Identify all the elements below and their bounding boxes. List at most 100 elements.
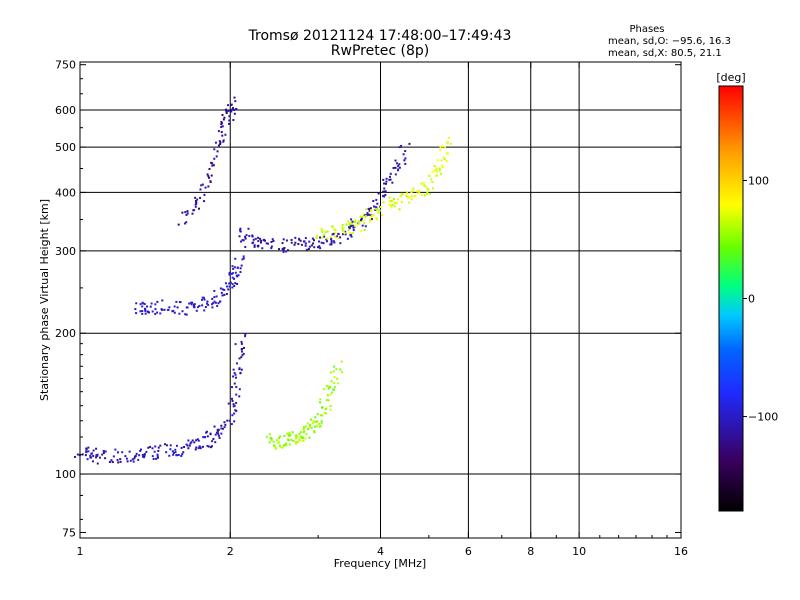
data-point (298, 238, 301, 241)
data-point (329, 371, 332, 374)
data-point (359, 219, 362, 222)
data-point (235, 362, 238, 365)
data-point (234, 376, 237, 379)
data-point (139, 448, 142, 451)
data-point (157, 456, 160, 459)
data-point (219, 300, 222, 303)
data-point (156, 311, 159, 314)
data-point (199, 446, 202, 449)
data-point (329, 243, 332, 246)
y-tick-label: 750 (55, 59, 76, 72)
y-tick-label: 200 (55, 327, 76, 340)
data-point (393, 205, 396, 208)
data-point (215, 155, 218, 158)
data-point (244, 245, 247, 248)
data-point (231, 108, 234, 111)
data-point (212, 438, 215, 441)
data-point (228, 115, 231, 118)
data-point (400, 144, 403, 147)
data-point (240, 264, 243, 267)
data-point (318, 240, 321, 243)
data-point (358, 220, 361, 223)
data-point (233, 96, 236, 99)
data-point (408, 142, 411, 145)
data-point (185, 306, 188, 309)
data-point (156, 455, 159, 458)
data-point (288, 435, 291, 438)
data-point (289, 434, 292, 437)
data-point (388, 178, 391, 181)
data-point (169, 448, 172, 451)
data-point (139, 303, 142, 306)
data-point (227, 288, 230, 291)
data-point (220, 424, 223, 427)
data-point (233, 372, 236, 375)
data-point (166, 444, 169, 447)
data-point (175, 300, 178, 303)
data-point (363, 222, 366, 225)
data-point (394, 173, 397, 176)
grid-lines (80, 62, 681, 538)
data-point (434, 174, 437, 177)
data-point (232, 119, 235, 122)
data-point (231, 276, 234, 279)
data-point (390, 206, 393, 209)
data-point (144, 310, 147, 313)
data-point (226, 419, 229, 422)
data-point (128, 450, 131, 453)
data-point (337, 233, 340, 236)
data-point (231, 399, 234, 402)
data-point (193, 209, 196, 212)
data-point (356, 223, 359, 226)
data-point (195, 201, 198, 204)
data-point (382, 201, 385, 204)
data-point (240, 356, 243, 359)
data-point (295, 437, 298, 440)
data-point (230, 103, 233, 106)
data-point (389, 172, 392, 175)
data-point (284, 443, 287, 446)
data-point (329, 393, 332, 396)
data-point (212, 164, 215, 167)
data-point (228, 282, 231, 285)
data-point (283, 444, 286, 447)
data-point (261, 247, 264, 250)
data-point (95, 454, 98, 457)
data-point (350, 218, 353, 221)
data-point (142, 302, 145, 305)
data-point (334, 231, 337, 234)
data-point (216, 150, 219, 153)
data-point (143, 453, 146, 456)
data-point (450, 142, 453, 145)
data-point (319, 425, 322, 428)
data-point (348, 223, 351, 226)
data-point (339, 236, 342, 239)
data-point (332, 388, 335, 391)
data-point (287, 439, 290, 442)
data-point (302, 426, 305, 429)
data-point (231, 386, 234, 389)
data-point (364, 225, 367, 228)
data-point (221, 125, 224, 128)
data-point (220, 427, 223, 430)
y-tick-label: 100 (55, 468, 76, 481)
data-point (312, 419, 315, 422)
data-point (370, 209, 373, 212)
data-point (364, 215, 367, 218)
data-point (270, 439, 273, 442)
data-point (245, 234, 248, 237)
data-point (331, 233, 334, 236)
data-point (374, 206, 377, 209)
data-point (235, 393, 238, 396)
data-point (213, 289, 216, 292)
colorbar-tick-label: 100 (748, 174, 769, 187)
data-point (225, 108, 228, 111)
data-point (394, 159, 397, 162)
data-point (233, 412, 236, 415)
data-point (85, 450, 88, 453)
data-point (119, 458, 122, 461)
data-point (226, 109, 229, 112)
data-point (234, 282, 237, 285)
data-point (325, 412, 328, 415)
data-point (186, 444, 189, 447)
